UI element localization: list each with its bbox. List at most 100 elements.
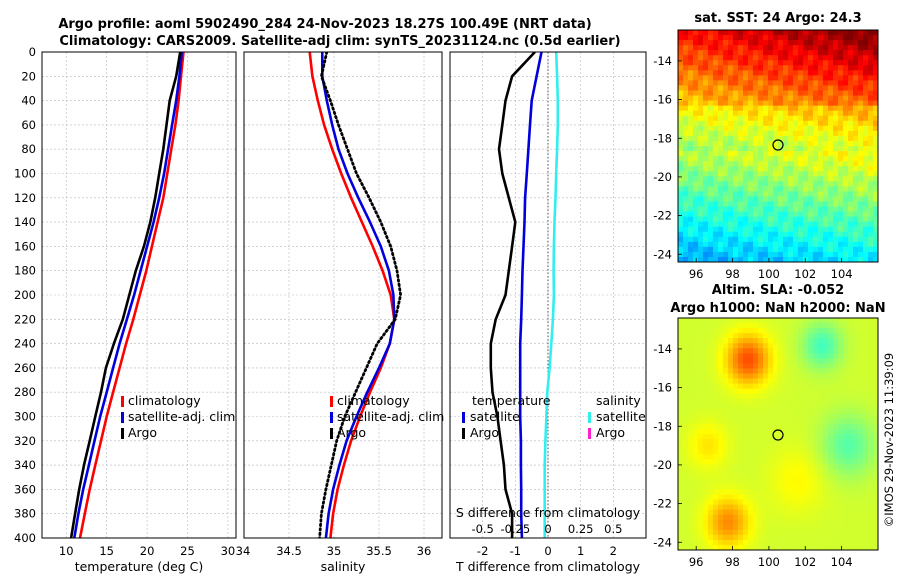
- heatmap-cell: [863, 509, 869, 516]
- heatmap-cell: [778, 135, 784, 142]
- heatmap-cell: [818, 166, 824, 172]
- salinity-edge-tick-label: 34: [236, 544, 251, 558]
- heatmap-cell: [728, 484, 734, 490]
- heatmap-cell: [728, 35, 734, 41]
- heatmap-cell: [828, 393, 834, 400]
- heatmap-cell: [738, 251, 744, 258]
- heatmap-cell: [798, 413, 804, 420]
- heatmap-cell: [833, 484, 839, 490]
- heatmap-cell: [778, 434, 784, 440]
- heatmap-cell: [708, 519, 714, 526]
- heatmap-cell: [778, 191, 784, 197]
- heatmap-cell: [818, 539, 824, 546]
- heatmap-cell: [823, 534, 829, 541]
- heatmap-cell: [768, 544, 774, 551]
- heatmap-cell: [803, 176, 809, 182]
- heatmap-cell: [733, 171, 739, 177]
- heatmap-cell: [838, 499, 844, 506]
- heatmap-cell: [738, 186, 744, 192]
- heatmap-cell: [853, 100, 859, 107]
- heatmap-cell: [708, 333, 714, 339]
- heatmap-cell: [793, 494, 799, 500]
- heatmap-cell: [793, 444, 799, 450]
- lat-tick-label: -14: [653, 54, 672, 68]
- heatmap-cell: [803, 171, 809, 177]
- heatmap-cell: [688, 328, 694, 334]
- heatmap-cell: [713, 80, 719, 86]
- heatmap-cell: [758, 50, 764, 56]
- heatmap-cell: [863, 191, 869, 197]
- heatmap-cell: [678, 333, 684, 339]
- heatmap-cell: [823, 318, 829, 324]
- heatmap-cell: [748, 368, 754, 374]
- heatmap-cell: [783, 80, 789, 86]
- s-tick-label: -0.25: [500, 522, 530, 536]
- heatmap-cell: [808, 524, 814, 531]
- heatmap-cell: [788, 206, 794, 212]
- heatmap-cell: [848, 348, 854, 354]
- heatmap-cell: [823, 449, 829, 455]
- heatmap-cell: [708, 186, 714, 192]
- heatmap-cell: [693, 35, 699, 41]
- heatmap-cell: [763, 231, 769, 238]
- heatmap-cell: [833, 206, 839, 212]
- heatmap-cell: [708, 529, 714, 536]
- heatmap-cell: [768, 60, 774, 66]
- x-tick-label: -1: [510, 544, 521, 558]
- heatmap-cell: [738, 434, 744, 440]
- heatmap-cell: [868, 241, 874, 248]
- heatmap-cell: [763, 449, 769, 455]
- heatmap-cell: [698, 146, 704, 152]
- heatmap-cell: [758, 166, 764, 172]
- heatmap-cell: [723, 338, 729, 344]
- heatmap-cell: [828, 423, 834, 430]
- heatmap-cell: [778, 70, 784, 76]
- heatmap-cell: [803, 191, 809, 197]
- lon-tick-label: 102: [794, 267, 816, 281]
- heatmap-cell: [773, 363, 779, 369]
- heatmap-cell: [848, 211, 854, 218]
- heatmap-cell: [798, 459, 804, 465]
- heatmap-cell: [788, 105, 794, 112]
- heatmap-cell: [838, 45, 844, 51]
- heatmap-cell: [688, 146, 694, 152]
- heatmap-cell: [678, 368, 684, 374]
- heatmap-cell: [703, 509, 709, 516]
- heatmap-cell: [753, 509, 759, 516]
- heatmap-cell: [873, 60, 879, 66]
- heatmap-cell: [793, 75, 799, 81]
- heatmap-cell: [728, 454, 734, 460]
- heatmap-cell: [718, 246, 724, 253]
- heatmap-cell: [688, 216, 694, 223]
- heatmap-cell: [728, 378, 734, 384]
- heatmap-cell: [753, 151, 759, 157]
- heatmap-cell: [808, 343, 814, 349]
- heatmap-cell: [723, 428, 729, 435]
- heatmap-cell: [693, 146, 699, 152]
- heatmap-cell: [698, 226, 704, 233]
- heatmap-cell: [743, 439, 749, 445]
- heatmap-cell: [678, 338, 684, 344]
- heatmap-cell: [853, 529, 859, 536]
- heatmap-cell: [723, 146, 729, 152]
- heatmap-cell: [853, 388, 859, 395]
- heatmap-cell: [728, 539, 734, 546]
- heatmap-cell: [753, 358, 759, 364]
- heatmap-cell: [843, 110, 849, 117]
- heatmap-cell: [788, 100, 794, 107]
- heatmap-cell: [773, 50, 779, 56]
- heatmap-cell: [678, 428, 684, 435]
- heatmap-cell: [843, 95, 849, 102]
- heatmap-cell: [873, 75, 879, 81]
- heatmap-cell: [853, 479, 859, 485]
- heatmap-cell: [748, 479, 754, 485]
- heatmap-cell: [768, 338, 774, 344]
- heatmap-cell: [793, 333, 799, 339]
- heatmap-cell: [708, 211, 714, 218]
- heatmap-cell: [703, 373, 709, 379]
- heatmap-cell: [868, 388, 874, 395]
- heatmap-cell: [713, 413, 719, 420]
- heatmap-cell: [828, 378, 834, 384]
- heatmap-cell: [848, 236, 854, 243]
- heatmap-cell: [818, 504, 824, 511]
